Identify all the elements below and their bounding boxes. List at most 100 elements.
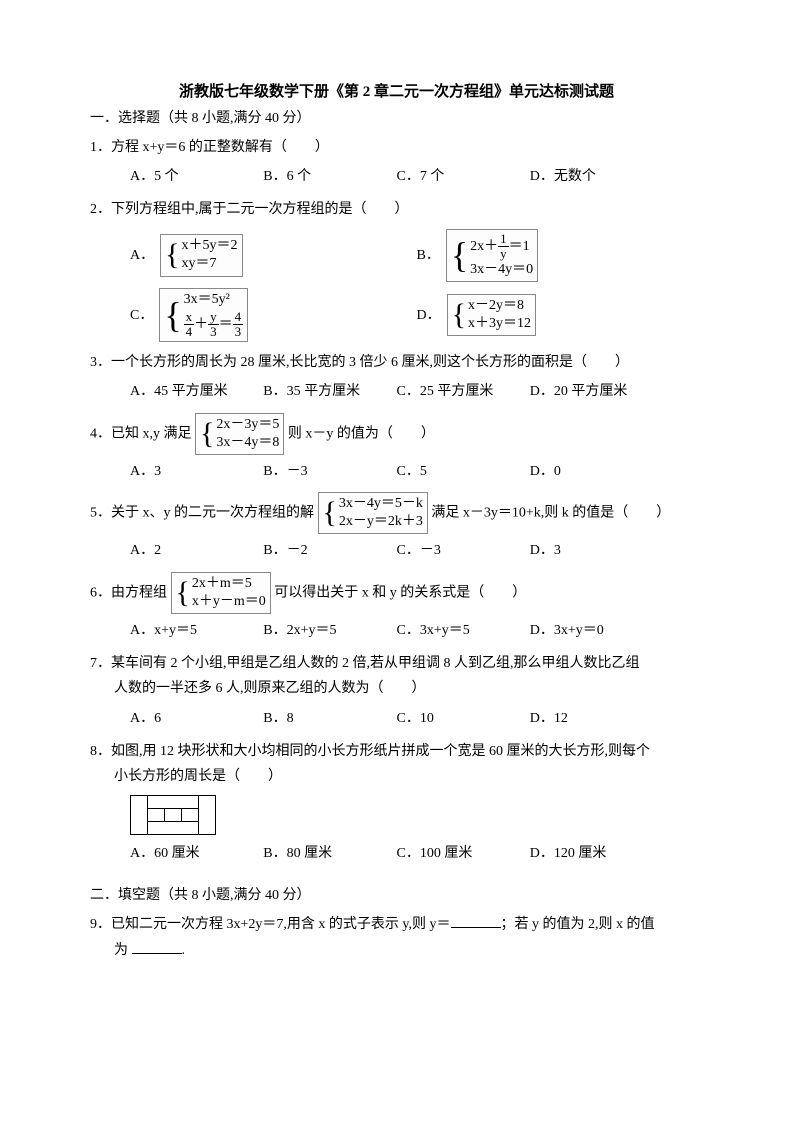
q2-c-lines: 3x＝5y² x4＋y3＝43 (184, 291, 244, 339)
q3-opt-d: D．20 平方厘米 (530, 379, 663, 404)
question-3: 3．一个长方形的周长为 28 厘米,长比宽的 3 倍少 6 厘米,则这个长方形的… (90, 350, 703, 404)
q7-opt-c: C．10 (397, 706, 530, 731)
q9-text1a: 9．已知二元一次方程 3x+2y＝7,用含 x 的式子表示 y,则 y＝ (90, 917, 451, 932)
q4-opt-d: D．0 (530, 459, 663, 484)
q9-line2: 为 . (90, 938, 703, 963)
q4-system: { 2x－3y＝5 3x－4y＝8 (195, 413, 284, 455)
rectangle-diagram (130, 795, 216, 835)
fraction: 1y (498, 232, 509, 262)
q1-text: 1．方程 x+y＝6 的正整数解有（ ） (90, 135, 703, 160)
q2-a-system: { x＋5y＝2 xy＝7 (160, 234, 242, 276)
page-title: 浙教版七年级数学下册《第 2 章二元一次方程组》单元达标测试题 (90, 80, 703, 101)
q6-opt-c: C．3x+y＝5 (397, 618, 530, 643)
q2-b-system: { 2x＋1y＝1 3x－4y＝0 (446, 229, 538, 283)
page: 浙教版七年级数学下册《第 2 章二元一次方程组》单元达标测试题 一．选择题（共 … (0, 0, 793, 1011)
question-8: 8．如图,用 12 块形状和大小均相同的小长方形纸片拼成一个宽是 60 厘米的大… (90, 739, 703, 867)
fraction: 43 (233, 310, 244, 340)
q2-row1: A． { x＋5y＝2 xy＝7 B． { 2x＋1y＝1 (90, 229, 703, 283)
q2-d-l1: x－2y＝8 (468, 297, 531, 315)
q8-text2: 小长方形的周长是（ ） (90, 764, 703, 789)
q7-opt-a: A．6 (130, 706, 263, 731)
q2-d-lines: x－2y＝8 x＋3y＝12 (468, 297, 531, 333)
q3-opt-a: A．45 平方厘米 (130, 379, 263, 404)
q2-c-l2: x4＋y3＝43 (184, 310, 244, 340)
q4-opt-b: B．－3 (263, 459, 396, 484)
q9-text1b: ；若 y 的值为 2,则 x 的值 (501, 917, 655, 932)
q5-lines: 3x－4y＝5－k 2x－y＝2k＋3 (339, 495, 423, 531)
q6-l1: 2x＋m＝5 (192, 575, 266, 593)
q7-options: A．6 B．8 C．10 D．12 (90, 706, 703, 731)
q2-a-lines: x＋5y＝2 xy＝7 (182, 237, 238, 273)
section-1-heading: 一．选择题（共 8 小题,满分 40 分） (90, 107, 703, 127)
q2-text: 2．下列方程组中,属于二元一次方程组的是（ ） (90, 197, 703, 222)
q6-l2: x＋y－m＝0 (192, 593, 266, 611)
brace-icon: { (452, 300, 466, 330)
q9-text2a: 为 (114, 943, 132, 958)
q7-text1: 7．某车间有 2 个小组,甲组是乙组人数的 2 倍,若从甲组调 8 人到乙组,那… (90, 651, 703, 676)
fill-blank[interactable] (451, 913, 501, 928)
q4-lines: 2x－3y＝5 3x－4y＝8 (216, 416, 279, 452)
q2-c-label: C． (130, 303, 153, 328)
q4-options: A．3 B．－3 C．5 D．0 (90, 459, 703, 484)
q6-opt-d: D．3x+y＝0 (530, 618, 663, 643)
q1-opt-b: B．6 个 (263, 164, 396, 189)
q2-a-label: A． (130, 243, 154, 268)
q3-text: 3．一个长方形的周长为 28 厘米,长比宽的 3 倍少 6 厘米,则这个长方形的… (90, 350, 703, 375)
q2-d-label: D． (417, 303, 441, 328)
q2-d-system: { x－2y＝8 x＋3y＝12 (447, 294, 536, 336)
brace-icon: { (323, 498, 337, 528)
q4-l2: 3x－4y＝8 (216, 434, 279, 452)
q2-opt-d: D． { x－2y＝8 x＋3y＝12 (417, 294, 704, 336)
q6-options: A．x+y＝5 B．2x+y＝5 C．3x+y＝5 D．3x+y＝0 (90, 618, 703, 643)
q4-opt-a: A．3 (130, 459, 263, 484)
q4-pre: 4．已知 x,y 满足 (90, 426, 192, 441)
q9-text2b: . (182, 943, 186, 958)
fill-blank[interactable] (132, 939, 182, 954)
q5-system: { 3x－4y＝5－k 2x－y＝2k＋3 (318, 492, 428, 534)
q6-post: 可以得出关于 x 和 y 的关系式是（ ） (274, 585, 526, 600)
q3-opt-c: C．25 平方厘米 (397, 379, 530, 404)
q1-opt-d: D．无数个 (530, 164, 663, 189)
q1-opt-c: C．7 个 (397, 164, 530, 189)
q6-system: { 2x＋m＝5 x＋y－m＝0 (171, 572, 271, 614)
q5-opt-a: A．2 (130, 538, 263, 563)
q6-opt-b: B．2x+y＝5 (263, 618, 396, 643)
q4-post: 则 x－y 的值为（ ） (288, 426, 435, 441)
q4-line: 4．已知 x,y 满足 { 2x－3y＝5 3x－4y＝8 则 x－y 的值为（… (90, 413, 703, 455)
q2-b-l2: 3x－4y＝0 (470, 261, 533, 279)
brace-icon: { (451, 237, 468, 273)
q6-pre: 6．由方程组 (90, 585, 167, 600)
q6-lines: 2x＋m＝5 x＋y－m＝0 (192, 575, 266, 611)
q9-line1: 9．已知二元一次方程 3x+2y＝7,用含 x 的式子表示 y,则 y＝ ；若 y… (90, 912, 703, 937)
q2-b-label: B． (417, 243, 440, 268)
q2-d-l2: x＋3y＝12 (468, 315, 531, 333)
q8-figure (130, 795, 703, 835)
brace-icon: { (164, 297, 181, 333)
q8-opt-b: B．80 厘米 (263, 841, 396, 866)
q2-c-l1: 3x＝5y² (184, 291, 244, 309)
q5-opt-d: D．3 (530, 538, 663, 563)
q5-opt-c: C．－3 (397, 538, 530, 563)
question-6: 6．由方程组 { 2x＋m＝5 x＋y－m＝0 可以得出关于 x 和 y 的关系… (90, 572, 703, 644)
question-5: 5．关于 x、y 的二元一次方程组的解 { 3x－4y＝5－k 2x－y＝2k＋… (90, 492, 703, 564)
q8-text1: 8．如图,用 12 块形状和大小均相同的小长方形纸片拼成一个宽是 60 厘米的大… (90, 739, 703, 764)
q1-opt-a: A．5 个 (130, 164, 263, 189)
brace-icon: { (176, 578, 190, 608)
q8-opt-d: D．120 厘米 (530, 841, 663, 866)
q7-opt-b: B．8 (263, 706, 396, 731)
q7-text2: 人数的一半还多 6 人,则原来乙组的人数为（ ） (90, 676, 703, 701)
brace-icon: { (200, 419, 214, 449)
q4-l1: 2x－3y＝5 (216, 416, 279, 434)
q1-options: A．5 个 B．6 个 C．7 个 D．无数个 (90, 164, 703, 189)
q2-a-l1: x＋5y＝2 (182, 237, 238, 255)
q5-options: A．2 B．－2 C．－3 D．3 (90, 538, 703, 563)
q2-row2: C． { 3x＝5y² x4＋y3＝43 D． { x－2y＝8 (90, 288, 703, 342)
q2-b-lines: 2x＋1y＝1 3x－4y＝0 (470, 232, 533, 280)
q6-line: 6．由方程组 { 2x＋m＝5 x＋y－m＝0 可以得出关于 x 和 y 的关系… (90, 572, 703, 614)
question-4: 4．已知 x,y 满足 { 2x－3y＝5 3x－4y＝8 则 x－y 的值为（… (90, 413, 703, 485)
q5-pre: 5．关于 x、y 的二元一次方程组的解 (90, 505, 314, 520)
q5-l1: 3x－4y＝5－k (339, 495, 423, 513)
q6-opt-a: A．x+y＝5 (130, 618, 263, 643)
fraction: y3 (208, 310, 219, 340)
question-9: 9．已知二元一次方程 3x+2y＝7,用含 x 的式子表示 y,则 y＝ ；若 y… (90, 912, 703, 962)
